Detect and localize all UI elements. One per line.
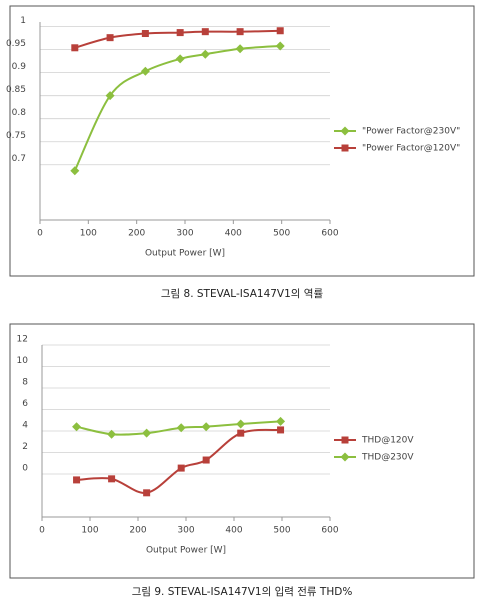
marker	[177, 464, 185, 472]
marker	[236, 28, 244, 36]
chart-frame	[9, 5, 475, 277]
x-tick-label: 0	[39, 526, 45, 536]
caption: 그림 8. STEVAL-ISA147V1의 역률	[161, 288, 324, 300]
marker	[200, 49, 210, 59]
marker	[201, 28, 209, 36]
legend-label: THD@230V	[361, 453, 414, 463]
marker	[277, 426, 285, 434]
marker	[237, 429, 245, 437]
marker	[202, 456, 210, 464]
y-tick-label: 12	[17, 335, 28, 345]
marker	[142, 428, 152, 438]
x-tick-label: 400	[225, 229, 242, 239]
marker	[175, 54, 185, 64]
marker	[105, 91, 115, 101]
marker	[141, 30, 149, 38]
x-tick-label: 600	[321, 229, 338, 239]
x-tick-label: 100	[80, 229, 97, 239]
marker	[73, 476, 81, 484]
y-tick-label: 8	[22, 378, 28, 388]
marker	[108, 475, 116, 483]
x-tick-label: 200	[129, 526, 146, 536]
marker	[276, 416, 286, 426]
marker	[72, 422, 82, 432]
x-tick-label: 300	[176, 229, 193, 239]
caption: 그림 9. STEVAL-ISA147V1의 입력 전류 THD%	[132, 585, 353, 598]
marker	[236, 419, 246, 429]
marker	[140, 66, 150, 76]
series-line	[76, 428, 281, 494]
legend-label: "Power Factor@120V"	[362, 144, 460, 154]
marker	[143, 489, 151, 497]
marker	[276, 27, 284, 35]
y-tick-label: 0.8	[12, 108, 27, 118]
marker	[70, 166, 80, 176]
x-tick-label: 400	[225, 526, 242, 536]
marker	[106, 34, 114, 42]
y-tick-label: 6	[22, 399, 28, 409]
legend-label: "Power Factor@230V"	[362, 127, 460, 137]
y-tick-label: 10	[17, 356, 29, 366]
y-tick-label: 1	[20, 16, 26, 26]
marker	[176, 29, 184, 37]
y-tick-label: 0.7	[12, 154, 26, 164]
marker	[340, 126, 350, 136]
x-tick-label: 300	[177, 526, 194, 536]
marker	[176, 423, 186, 433]
marker	[341, 144, 349, 152]
y-tick-label: 0.75	[6, 131, 26, 141]
marker	[340, 452, 350, 462]
x-tick-label: 100	[81, 526, 98, 536]
x-tick-label: 0	[37, 229, 43, 239]
x-tick-label: 200	[128, 229, 145, 239]
marker	[201, 422, 211, 432]
y-tick-label: 2	[22, 442, 28, 452]
marker	[235, 44, 245, 54]
y-tick-label: 0	[22, 464, 28, 474]
x-tick-label: 500	[273, 526, 290, 536]
x-tick-label: 600	[321, 526, 338, 536]
marker	[71, 44, 79, 52]
series-line	[73, 44, 281, 172]
x-axis-label: Output Power [W]	[145, 249, 225, 259]
y-tick-label: 0.85	[6, 85, 26, 95]
chart-frame	[9, 323, 475, 579]
y-tick-label: 0.9	[12, 62, 27, 72]
legend-label: THD@120V	[361, 436, 414, 446]
y-tick-label: 4	[22, 421, 28, 431]
marker	[107, 429, 117, 439]
marker	[275, 41, 285, 51]
y-tick-label: 0.95	[6, 39, 26, 49]
x-axis-label: Output Power [W]	[146, 546, 226, 556]
x-tick-label: 500	[273, 229, 290, 239]
marker	[341, 436, 349, 444]
